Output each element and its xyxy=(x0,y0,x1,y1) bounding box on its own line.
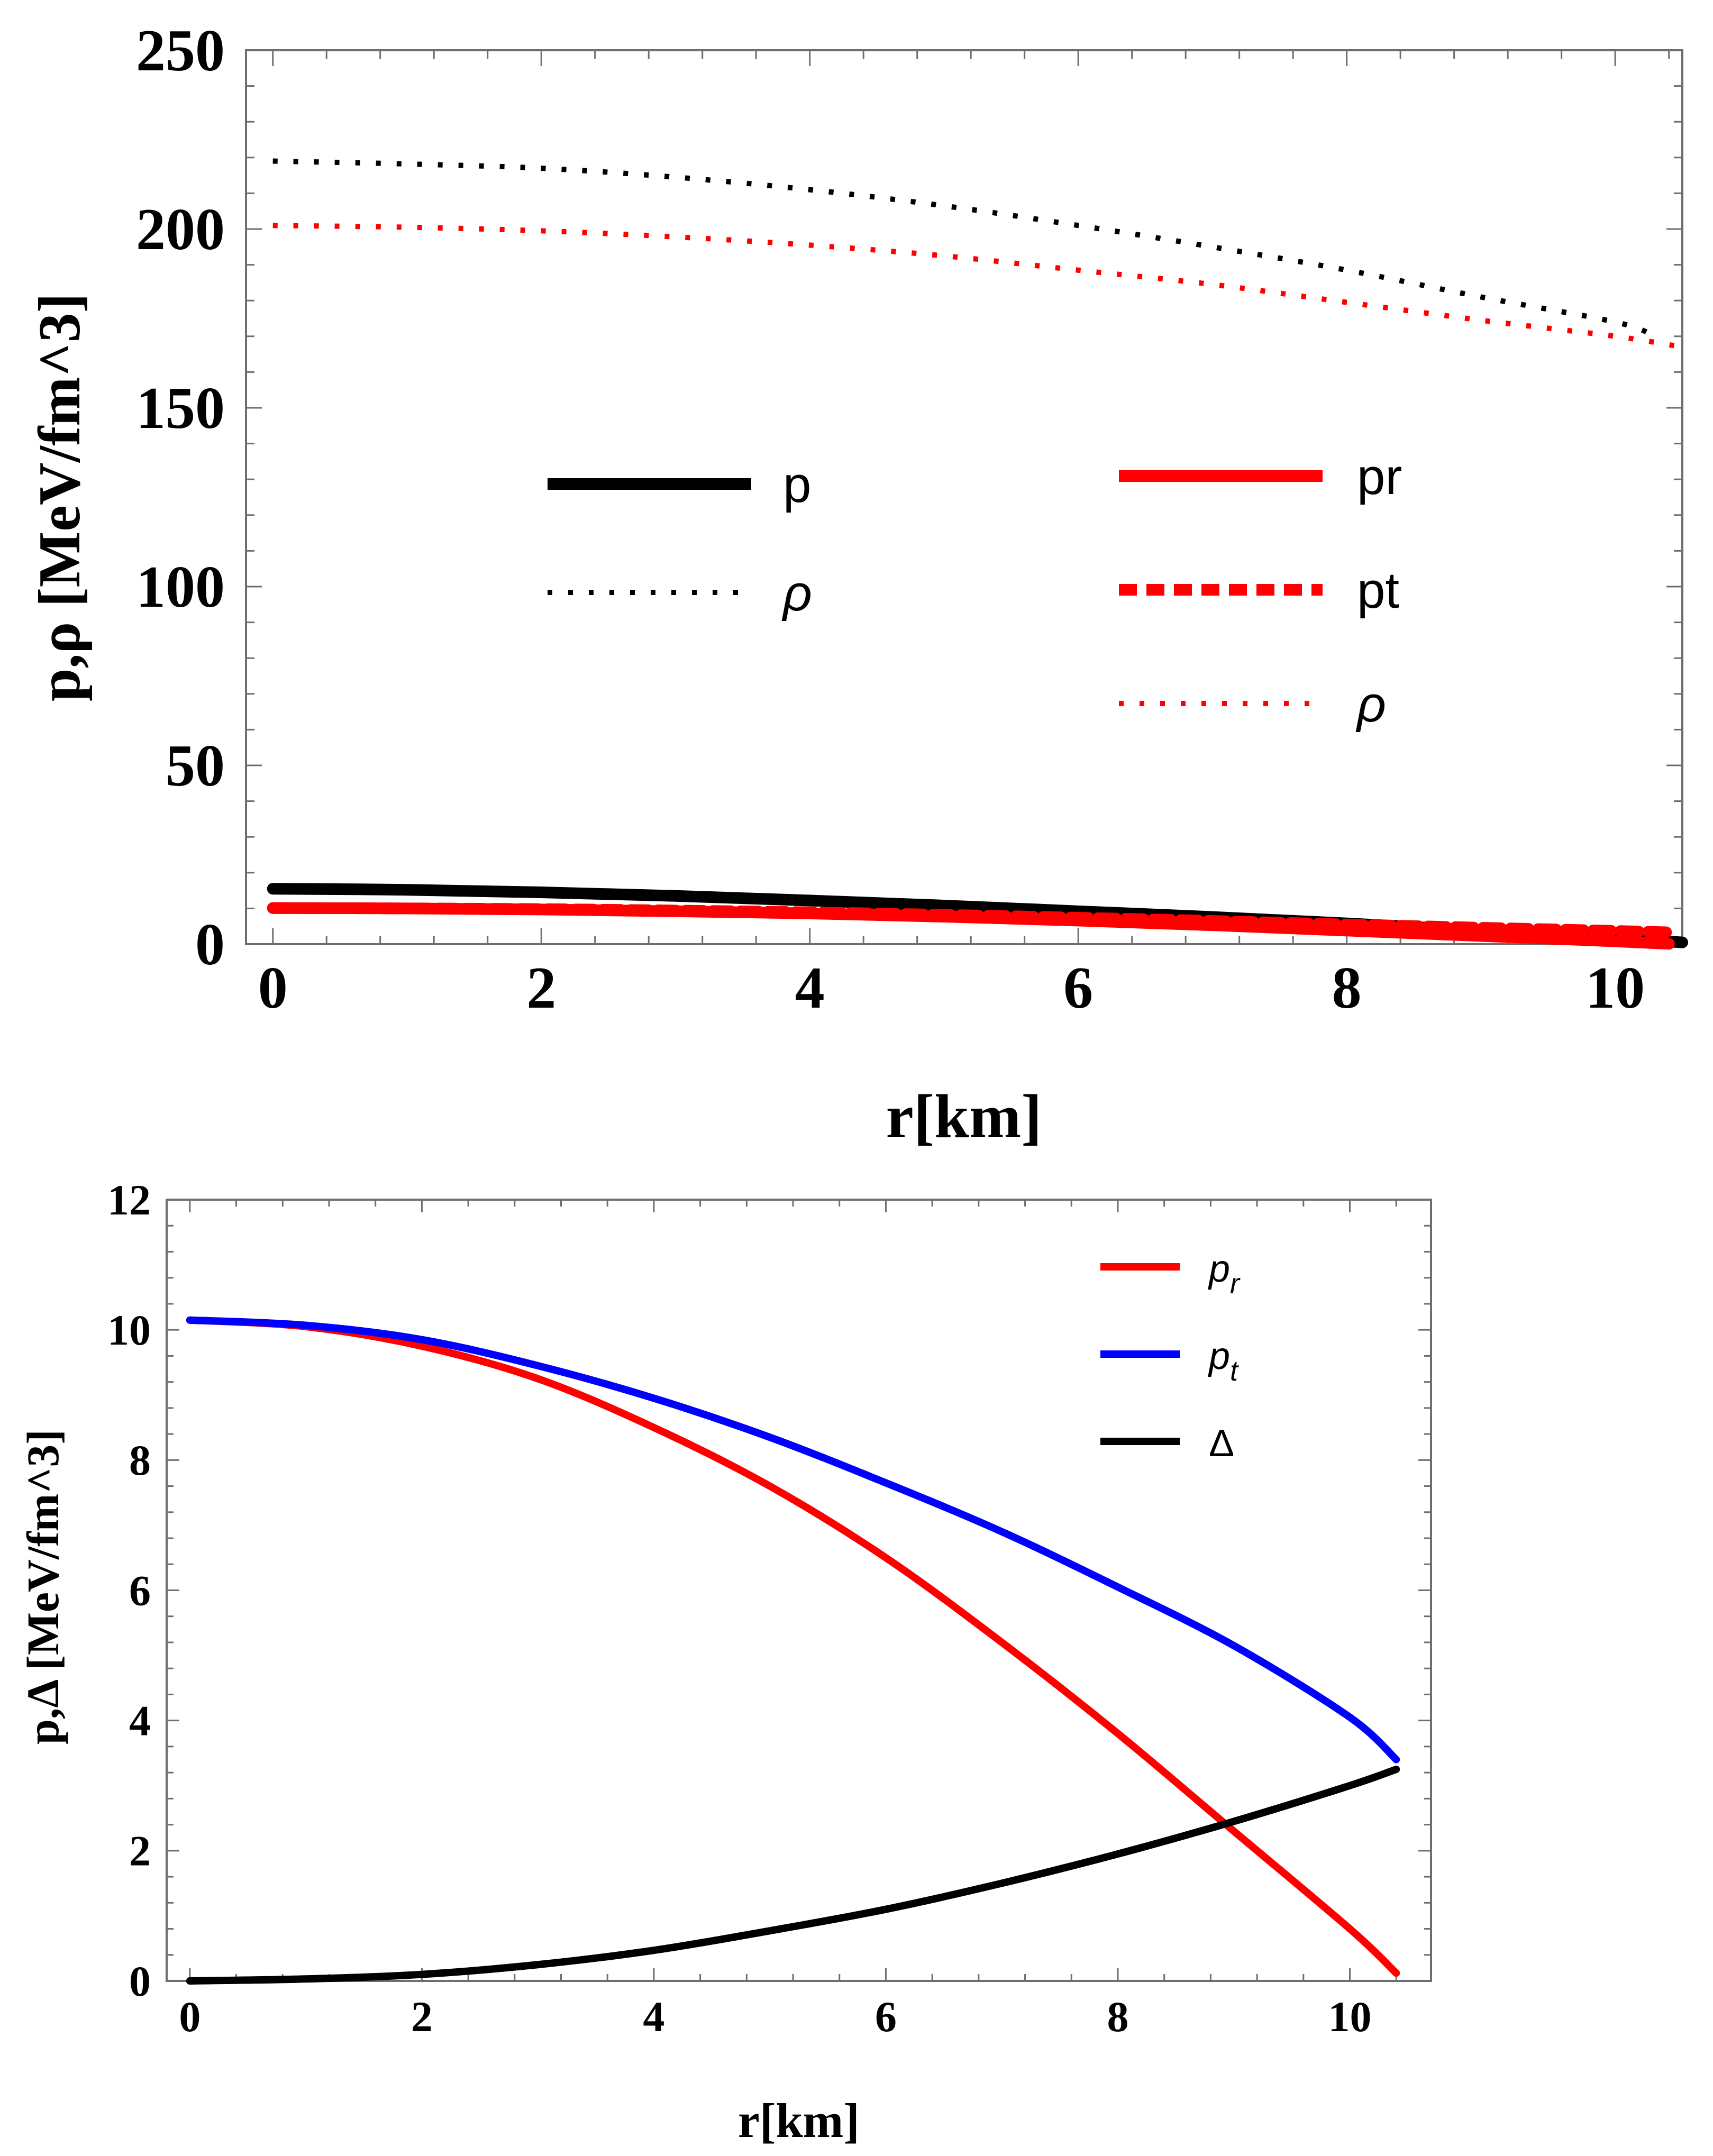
bottom-plot-frame xyxy=(166,1199,1432,1982)
legend-label: ρ xyxy=(781,565,812,622)
y-tick-label: 8 xyxy=(129,1436,151,1484)
legend-label: pr xyxy=(1208,1248,1241,1300)
legend-label: ρ xyxy=(1355,676,1386,733)
y-tick-label: 6 xyxy=(129,1566,151,1614)
y-tick-label: 0 xyxy=(129,1957,151,2005)
x-tick-label: 4 xyxy=(795,955,825,1021)
series-line-p_t xyxy=(186,1316,1400,1764)
legend-label: pt xyxy=(1208,1335,1239,1387)
legend-label: pt xyxy=(1357,562,1399,619)
top-x-axis-title: r[km] xyxy=(886,1082,1042,1151)
y-tick-label: 0 xyxy=(195,912,225,977)
x-tick-label: 2 xyxy=(411,1993,433,2041)
x-tick-label: 10 xyxy=(1586,955,1645,1021)
x-tick-label: 0 xyxy=(179,1993,201,2041)
legend-label: Δ xyxy=(1209,1422,1234,1465)
bottom-chart: 0 2 4 6 8 10 0 2 4 6 8 10 12 r[km] p,Δ [MeV/fm^3] p… xyxy=(17,1176,1432,2148)
bottom-y-axis-title: p,Δ [MeV/fm^3] xyxy=(17,1429,68,1744)
x-tick-label: 0 xyxy=(258,955,288,1021)
legend-label: pr xyxy=(1357,449,1402,505)
legend-label: p xyxy=(783,456,811,513)
top-y-axis-title: p,ρ [MeV/fm^3] xyxy=(27,293,93,701)
x-tick-label: 2 xyxy=(526,955,556,1021)
bottom-legend: pr pt Δ xyxy=(1100,1248,1241,1465)
top-chart: 0 2 4 6 8 10 0 50 100 150 200 250 r[km] p,ρ [MeV/f… xyxy=(27,18,1688,1151)
y-tick-label: 250 xyxy=(136,18,225,84)
series-line-pt xyxy=(267,902,1675,938)
bottom-x-axis-title: r[km] xyxy=(738,2094,860,2148)
y-tick-label: 2 xyxy=(129,1827,151,1875)
series-line-p_r xyxy=(186,1316,1400,1977)
y-tick-label: 4 xyxy=(129,1697,151,1745)
top-plot-frame xyxy=(245,49,1683,945)
y-tick-label: 12 xyxy=(107,1176,151,1224)
series-line-rho xyxy=(186,1765,1400,1985)
y-tick-label: 150 xyxy=(136,376,225,441)
x-tick-label: 6 xyxy=(1063,955,1093,1021)
series-line-rho xyxy=(272,223,1683,350)
y-tick-label: 100 xyxy=(136,554,225,620)
x-tick-label: 4 xyxy=(643,1993,664,2041)
y-tick-label: 50 xyxy=(166,733,225,799)
x-tick-label: 8 xyxy=(1332,955,1362,1021)
y-tick-label: 10 xyxy=(107,1306,151,1354)
x-tick-label: 6 xyxy=(875,1993,897,2041)
series-line-rho xyxy=(272,158,1657,339)
x-tick-label: 10 xyxy=(1328,1993,1372,2041)
x-tick-label: 8 xyxy=(1107,1993,1128,2041)
y-tick-label: 200 xyxy=(136,197,225,262)
